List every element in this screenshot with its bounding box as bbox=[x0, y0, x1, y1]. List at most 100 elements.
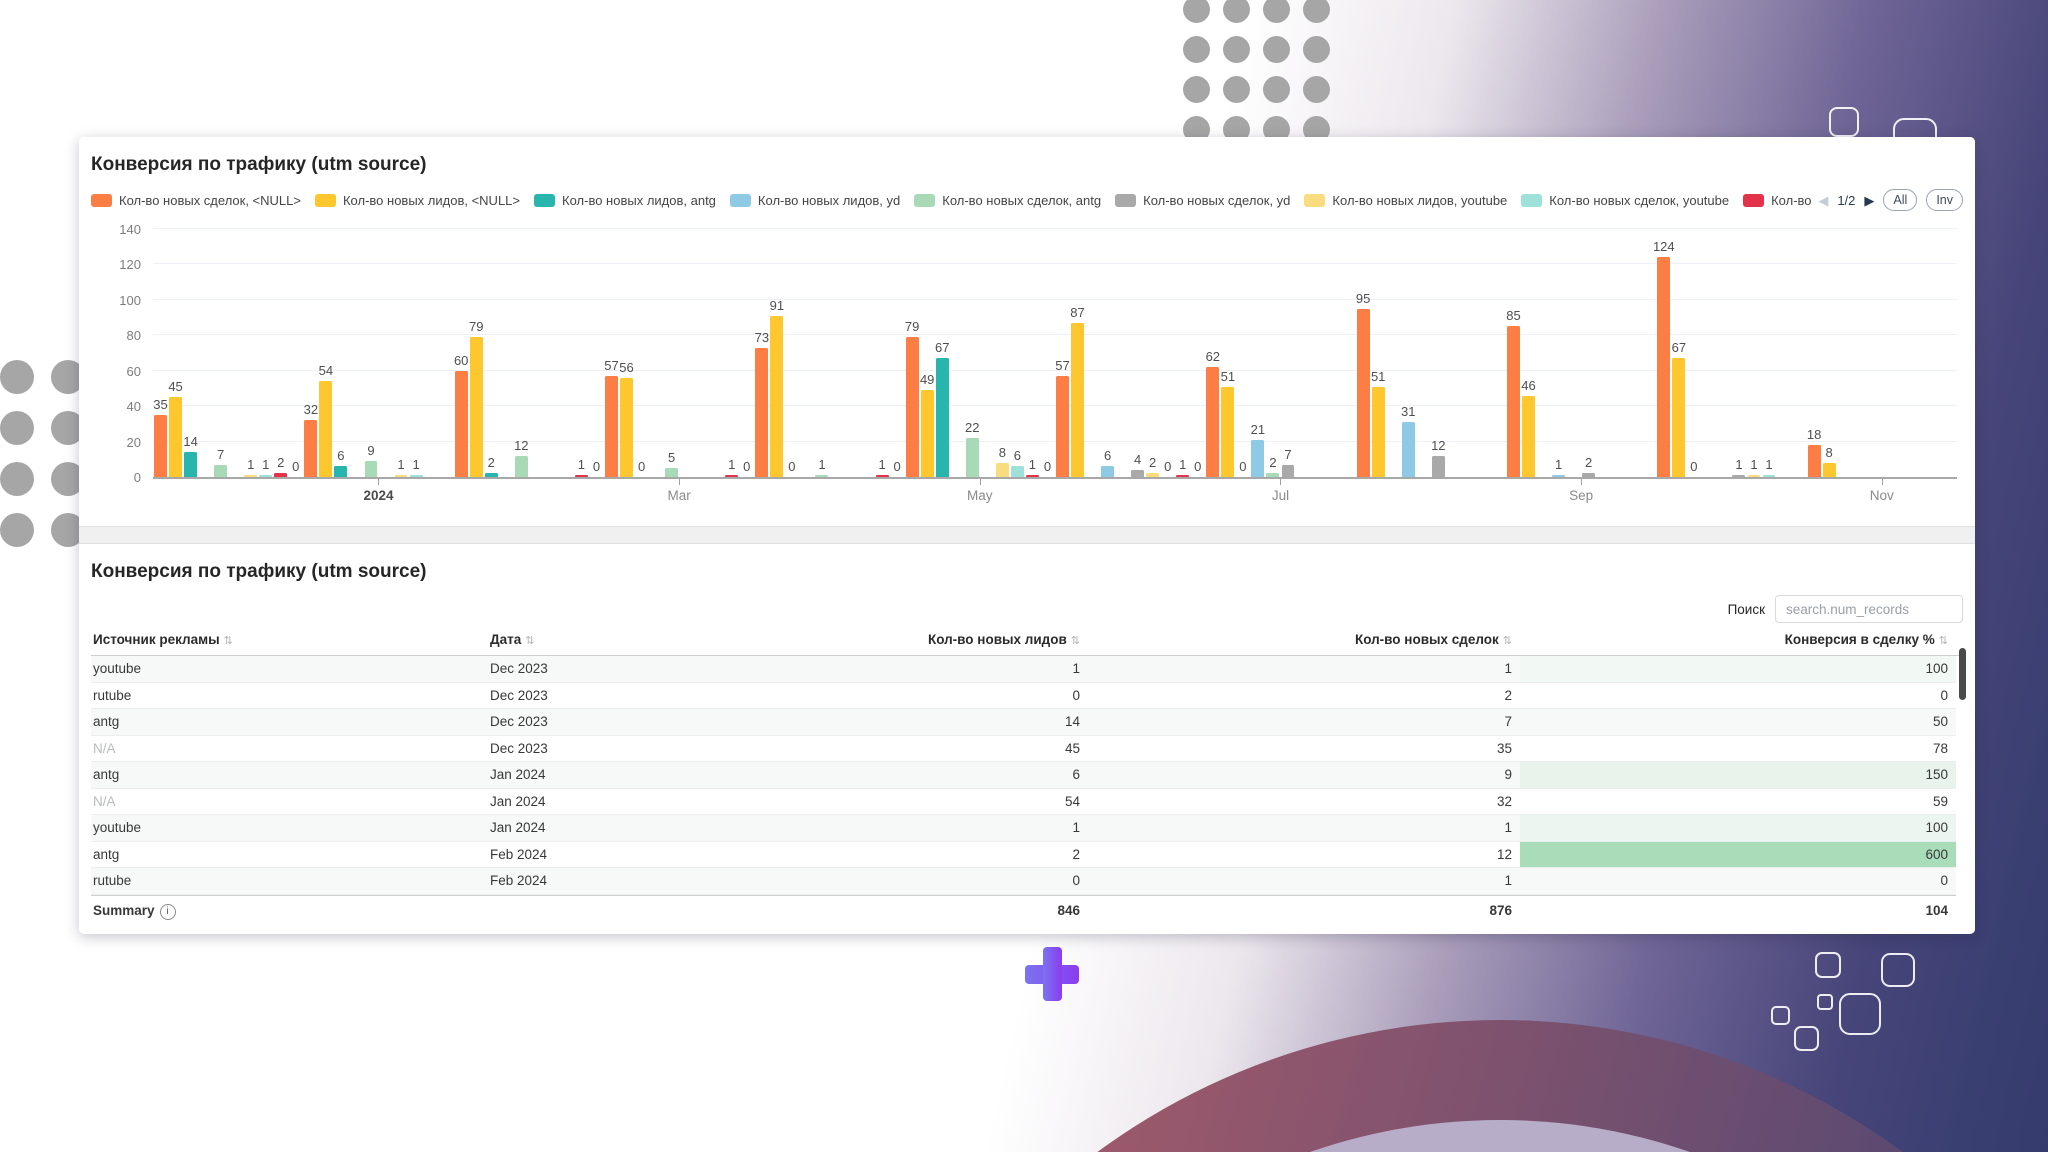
bar[interactable] bbox=[620, 377, 633, 477]
bar[interactable] bbox=[1176, 475, 1190, 477]
bar[interactable] bbox=[1010, 466, 1024, 477]
bar[interactable] bbox=[905, 337, 919, 477]
decor-dot bbox=[0, 462, 34, 496]
legend-prev-page-icon[interactable]: ◀ bbox=[1818, 192, 1829, 208]
legend-item[interactable]: Кол-во новых сделок, antg bbox=[914, 193, 1101, 208]
column-header[interactable]: Кол-во новых сделок ⇅ bbox=[1088, 626, 1520, 655]
bar[interactable] bbox=[169, 397, 182, 477]
bar[interactable] bbox=[394, 475, 408, 477]
bar[interactable] bbox=[1732, 475, 1746, 477]
table-scrollbar-thumb[interactable] bbox=[1959, 648, 1966, 700]
bar[interactable] bbox=[1522, 395, 1535, 477]
bar-slot: 6 bbox=[1100, 229, 1115, 477]
bar[interactable] bbox=[1206, 367, 1220, 477]
legend-item[interactable]: Кол-во новых сделок, yd bbox=[1115, 193, 1290, 208]
bar[interactable] bbox=[1056, 376, 1069, 477]
legend-item[interactable]: Кол-во новых сделок, youtube bbox=[1521, 193, 1729, 208]
cell-conversion: 59 bbox=[1520, 789, 1956, 815]
column-header[interactable]: Источник рекламы ⇅ bbox=[91, 626, 488, 655]
bar[interactable] bbox=[1657, 257, 1671, 477]
bar[interactable] bbox=[1762, 475, 1776, 477]
bar[interactable] bbox=[995, 462, 1009, 477]
bar-slot: 0 bbox=[1190, 229, 1205, 477]
bar[interactable] bbox=[1401, 422, 1415, 477]
decor-dot bbox=[1183, 76, 1210, 103]
bar[interactable] bbox=[1251, 439, 1265, 477]
bar[interactable] bbox=[755, 347, 769, 477]
bar-slot bbox=[1777, 229, 1792, 477]
bar-value-label: 1 bbox=[412, 457, 420, 473]
bar-slot bbox=[980, 229, 995, 477]
bar-slot bbox=[950, 229, 965, 477]
bar[interactable] bbox=[770, 315, 784, 477]
bar[interactable] bbox=[1507, 326, 1520, 477]
bar[interactable] bbox=[1371, 386, 1385, 477]
bar[interactable] bbox=[1281, 464, 1295, 477]
bar[interactable] bbox=[409, 475, 423, 477]
cell-source: N/A bbox=[91, 736, 488, 762]
legend-item[interactable]: Кол-во новых лидов, yd bbox=[729, 193, 900, 208]
legend-item[interactable]: Кол-во новых лидов, antg bbox=[534, 193, 716, 208]
legend-item[interactable]: Кол-во новых сделок, rutube bbox=[1743, 193, 1812, 208]
column-header[interactable]: Конверсия в сделку % ⇅ bbox=[1520, 626, 1956, 655]
bar[interactable] bbox=[1131, 469, 1145, 477]
bar[interactable] bbox=[484, 473, 498, 477]
bar-value-label: 12 bbox=[1431, 437, 1446, 453]
bar[interactable] bbox=[1672, 358, 1686, 477]
bar[interactable] bbox=[1822, 462, 1836, 477]
bar[interactable] bbox=[259, 475, 273, 477]
bar[interactable] bbox=[184, 452, 198, 477]
bar[interactable] bbox=[1431, 455, 1445, 477]
legend-item[interactable]: Кол-во новых лидов, youtube bbox=[1304, 193, 1507, 208]
bar[interactable] bbox=[1552, 475, 1566, 477]
bar[interactable] bbox=[514, 455, 528, 477]
bar-slot: 1 bbox=[574, 229, 589, 477]
column-header[interactable]: Кол-во новых лидов ⇅ bbox=[718, 626, 1088, 655]
bar[interactable] bbox=[274, 473, 288, 477]
cell-leads: 14 bbox=[718, 709, 1088, 736]
bar-slot bbox=[1716, 229, 1731, 477]
bar-value-label: 2 bbox=[1149, 455, 1157, 471]
bar[interactable] bbox=[920, 390, 934, 477]
bar[interactable] bbox=[574, 475, 588, 477]
bar[interactable] bbox=[1266, 473, 1280, 477]
bar[interactable] bbox=[1071, 322, 1084, 477]
bar[interactable] bbox=[935, 358, 949, 477]
cell-source: rutube bbox=[91, 868, 488, 895]
legend-all-button[interactable]: All bbox=[1883, 189, 1918, 211]
bar[interactable] bbox=[1582, 473, 1596, 477]
bar[interactable] bbox=[725, 475, 739, 477]
bar[interactable] bbox=[665, 468, 679, 477]
chart-plot-area: 0 20 40 60 80 100 120 140 35 45 14 7 1 1 2 0 32 54 6 9 1 1 202… bbox=[119, 222, 1957, 503]
bar[interactable] bbox=[1807, 445, 1821, 477]
legend-item[interactable]: Кол-во новых лидов, <NULL> bbox=[314, 193, 520, 208]
bar[interactable] bbox=[1101, 466, 1115, 477]
bar[interactable] bbox=[875, 475, 889, 477]
bar[interactable] bbox=[304, 420, 318, 477]
bar[interactable] bbox=[154, 415, 167, 477]
legend-inv-button[interactable]: Inv bbox=[1926, 189, 1963, 211]
bar[interactable] bbox=[965, 438, 979, 477]
bar[interactable] bbox=[1025, 475, 1039, 477]
bar-value-label: 4 bbox=[1134, 451, 1142, 467]
bar[interactable] bbox=[1356, 308, 1370, 477]
search-input[interactable] bbox=[1775, 595, 1963, 623]
legend-next-page-icon[interactable]: ▶ bbox=[1864, 192, 1875, 208]
bar[interactable] bbox=[1221, 386, 1235, 477]
legend-item[interactable]: Кол-во новых сделок, <NULL> bbox=[91, 193, 301, 208]
bar[interactable] bbox=[469, 337, 483, 477]
column-header[interactable]: Дата ⇅ bbox=[488, 626, 718, 655]
bar[interactable] bbox=[1747, 475, 1761, 477]
bar-group: 124 67 0 1 1 1 bbox=[1653, 229, 1806, 477]
bar[interactable] bbox=[244, 475, 258, 477]
info-icon[interactable]: i bbox=[159, 903, 176, 920]
bar[interactable] bbox=[364, 461, 378, 477]
bar-slot bbox=[559, 229, 574, 477]
bar[interactable] bbox=[214, 464, 228, 477]
bar[interactable] bbox=[334, 466, 348, 477]
bar[interactable] bbox=[319, 381, 333, 477]
bar[interactable] bbox=[815, 475, 829, 477]
bar[interactable] bbox=[1146, 473, 1160, 477]
bar[interactable] bbox=[605, 376, 618, 477]
bar[interactable] bbox=[454, 370, 468, 477]
